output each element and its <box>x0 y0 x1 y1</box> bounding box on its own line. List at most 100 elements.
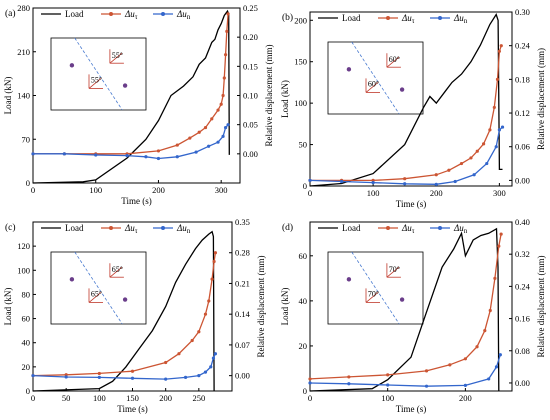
y2-tick-label: 0.00 <box>515 378 530 388</box>
x-tick-label: 100 <box>367 188 380 198</box>
legend: Load Δuτ Δun <box>41 223 191 235</box>
inset-point-S <box>346 277 352 282</box>
x-axis-label: Time (s) <box>396 199 426 209</box>
data-point-du-n <box>487 377 491 381</box>
plot-frame <box>309 11 513 187</box>
inset-point-S <box>346 67 352 72</box>
data-point-du-n <box>175 155 179 159</box>
y-tick-label: 20 <box>299 341 308 351</box>
data-point-du-n <box>494 145 498 149</box>
legend: Load Δuτ Δun <box>41 9 191 21</box>
data-point-du-tau <box>469 156 473 160</box>
data-point-du-tau <box>481 142 486 146</box>
data-point-du-n <box>308 381 312 385</box>
y2-tick-label: 0.24 <box>515 41 531 51</box>
y2-tick-label: 0.40 <box>515 217 530 227</box>
data-point-du-tau <box>448 363 452 367</box>
data-point-du-tau <box>495 77 500 81</box>
y2-tick-label: 0.28 <box>235 248 250 258</box>
x-tick-label: 200 <box>159 393 172 403</box>
inset-point-T <box>122 83 128 88</box>
data-point-du-tau <box>371 178 375 182</box>
y2-tick-label: 0.30 <box>515 7 530 17</box>
series-line-load <box>32 230 215 392</box>
data-point-du-tau <box>499 44 503 48</box>
y-axis-label: Load (kN) <box>3 77 13 115</box>
y-axis-label: Load (kN) <box>280 288 290 326</box>
data-point-du-tau <box>447 168 451 172</box>
data-point-du-tau <box>188 136 192 140</box>
data-point-du-tau <box>424 369 429 373</box>
data-point-du-n <box>221 134 225 138</box>
y2-tick-label: 0.08 <box>515 346 530 356</box>
y2-tick-label: 0.00 <box>243 149 258 159</box>
data-point-du-n <box>211 356 216 360</box>
data-point-du-n <box>62 152 66 156</box>
inset-frame <box>327 251 424 325</box>
data-point-du-tau <box>216 108 220 112</box>
y2-tick-label: 0.24 <box>515 281 531 291</box>
inset-angle-left: 55° <box>91 76 102 85</box>
data-point-du-n <box>183 375 188 379</box>
y2-tick-label: 0.18 <box>515 74 530 84</box>
y2-tick-label: 0.32 <box>515 249 530 259</box>
y-tick-label: 0 <box>303 181 307 191</box>
y2-tick-label: 0.07 <box>235 340 250 350</box>
data-point-du-tau <box>497 244 501 248</box>
y2-tick-label: 0.21 <box>235 278 250 288</box>
data-point-du-n <box>424 384 429 388</box>
y2-tick-label: 0.35 <box>235 217 250 227</box>
x-tick-label: 200 <box>152 185 165 195</box>
data-point-du-tau <box>130 369 135 373</box>
data-point-du-tau <box>64 373 68 377</box>
data-point-du-n <box>494 365 499 369</box>
inset-angle-left: 60° <box>368 80 379 89</box>
inset-frame <box>50 251 147 325</box>
y2-tick-label: 0.12 <box>515 108 530 118</box>
data-point-du-tau <box>488 128 492 132</box>
data-point-du-n <box>308 178 312 182</box>
x-tick-label: 250 <box>192 393 205 403</box>
y2-tick-label: 0.25 <box>243 3 258 13</box>
x-tick-label: 300 <box>215 185 228 195</box>
inset-crack-line <box>74 37 123 111</box>
inset-point-T <box>399 87 405 92</box>
data-point-du-tau <box>203 125 208 130</box>
legend-label-load: Load <box>65 9 84 19</box>
x-tick-label: 200 <box>430 188 443 198</box>
data-point-du-n <box>434 182 438 186</box>
y-tick-label: 140 <box>17 91 30 101</box>
data-point-du-n <box>347 382 351 386</box>
series-line-du-n <box>309 354 501 387</box>
data-point-du-tau <box>497 49 501 53</box>
legend-label-load: Load <box>65 223 84 233</box>
y2-axis-label: Relative displacement (mm) <box>536 256 546 358</box>
inset-point-T <box>122 297 128 302</box>
data-point-du-tau <box>177 352 181 356</box>
legend-label-du-tau: Δuτ <box>401 13 415 25</box>
data-point-du-tau <box>226 12 230 16</box>
data-point-du-n <box>386 383 390 387</box>
data-point-du-tau <box>213 251 218 255</box>
y-tick-label: 50 <box>299 140 308 150</box>
inset-arrow <box>386 266 400 278</box>
x-tick-label: 50 <box>62 393 71 403</box>
data-point-du-n <box>339 179 344 184</box>
x-tick-label: 300 <box>493 188 506 198</box>
inset-angle-right: 65° <box>112 265 123 274</box>
data-point-du-n <box>498 353 502 357</box>
inset-point-S <box>69 63 75 68</box>
legend-label-load: Load <box>342 223 361 233</box>
legend-label-du-n: Δun <box>453 223 468 235</box>
data-point-du-tau <box>212 259 216 264</box>
legend-marker-du-n <box>438 16 442 20</box>
y-tick-label: 70 <box>22 134 31 144</box>
inset-arrow <box>386 56 400 68</box>
data-point-du-tau <box>156 149 161 153</box>
data-point-du-tau <box>175 143 179 147</box>
y2-tick-label: 0.16 <box>515 314 530 324</box>
y-tick-label: 210 <box>17 47 30 57</box>
legend-label-du-tau: Δuτ <box>124 9 138 21</box>
inset-point-S <box>69 277 75 282</box>
